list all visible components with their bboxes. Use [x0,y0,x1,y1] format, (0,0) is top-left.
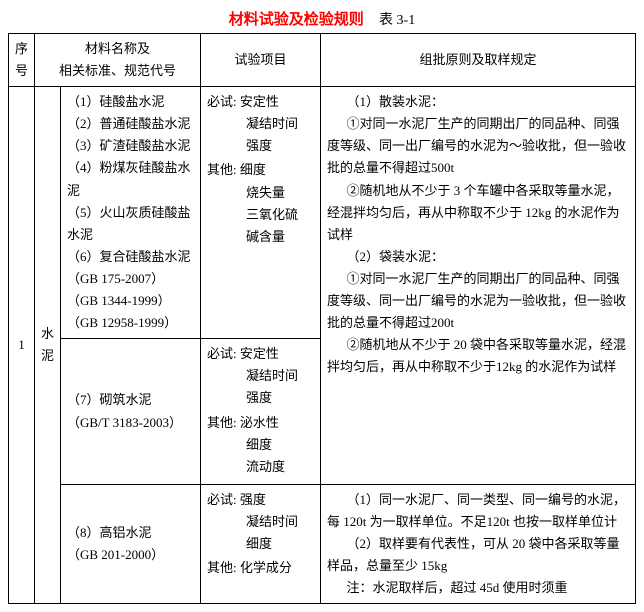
header-seq: 序号 [9,34,35,87]
test-cell: 必试: 强度 凝结时间 细度 其他: 化学成分 [201,484,321,603]
test-cell: 必试: 安定性 凝结时间 强度 其他: 泌水性 细度 流动度 [201,339,321,485]
header-test: 试验项目 [201,34,321,87]
title-sub: 表 3-1 [379,13,415,28]
header-row: 序号 材料名称及 相关标准、规范代号 试验项目 组批原则及取样规定 [9,34,636,87]
header-material: 材料名称及 相关标准、规范代号 [35,34,201,87]
test-other-first: 细度 [240,162,266,177]
rule-para: ①对同一水泥厂生产的同期出厂的同品种、同强度等级、同一出厂编号的水泥为～验收批，… [327,113,629,179]
rules-table: 序号 材料名称及 相关标准、规范代号 试验项目 组批原则及取样规定 1 水泥 （… [8,33,636,604]
category-cell: 水泥 [35,87,61,604]
test-cell: 必试: 安定性 凝结时间 强度 其他: 细度 烧失量 三氧化硫 碱含量 [201,87,321,339]
rule-para: ②随机地从不少于 20 袋中各采取等量水泥，经混拌均匀后，再从中称取不少于12k… [327,334,629,378]
test-must-label: 必试: [207,346,237,361]
test-must-rest: 凝结时间 细度 [207,511,314,555]
rule-para: ②随机地从不少于 3 个车罐中各采取等量水泥，经混拌均匀后，再从中称取不少于 1… [327,180,629,246]
test-must-label: 必试: [207,94,237,109]
table-row: （8）高铝水泥 （GB 201-2000） 必试: 强度 凝结时间 细度 其他:… [9,484,636,603]
test-other-rest: 烧失量 三氧化硫 碱含量 [207,182,314,248]
rule-heading: （1）散装水泥： [327,91,629,113]
material-cell: （7）砌筑水泥 （GB/T 3183-2003） [61,339,201,485]
title-main: 材料试验及检验规则 [229,12,364,28]
rule-cell: （1）散装水泥： ①对同一水泥厂生产的同期出厂的同品种、同强度等级、同一出厂编号… [321,87,636,485]
test-other-first: 化学成分 [240,560,292,575]
test-other-label: 其他: [207,415,237,430]
test-other-first: 泌水性 [240,415,279,430]
material-cell: （1）硅酸盐水泥 （2）普通硅酸盐水泥 （3）矿渣硅酸盐水泥 （4）粉煤灰硅酸盐… [61,87,201,339]
rule-para: （1）同一水泥厂、同一类型、同一编号的水泥，每 120t 为一取样单位。不足12… [327,489,629,533]
test-must-first: 安定性 [240,94,279,109]
rule-para: （2）取样要有代表性，可从 20 袋中各采取等量样品，总量至少 15kg [327,533,629,577]
test-other-label: 其他: [207,162,237,177]
table-title: 材料试验及检验规则 表 3-1 [8,8,636,29]
test-must-rest: 凝结时间 强度 [207,365,314,409]
rule-para: ①对同一水泥厂生产的同期出厂的同品种、同强度等级、同一出厂编号的水泥为一验收批，… [327,268,629,334]
rule-heading: （2）袋装水泥： [327,246,629,268]
rule-note: 注：水泥取样后，超过 45d 使用时须重 [327,577,629,599]
test-other-label: 其他: [207,560,237,575]
test-other-rest: 细度 流动度 [207,434,314,478]
seq-cell: 1 [9,87,35,604]
test-must-first: 强度 [240,492,266,507]
table-row: 1 水泥 （1）硅酸盐水泥 （2）普通硅酸盐水泥 （3）矿渣硅酸盐水泥 （4）粉… [9,87,636,339]
test-must-first: 安定性 [240,346,279,361]
test-must-label: 必试: [207,492,237,507]
rule-cell: （1）同一水泥厂、同一类型、同一编号的水泥，每 120t 为一取样单位。不足12… [321,484,636,603]
header-rule: 组批原则及取样规定 [321,34,636,87]
material-cell: （8）高铝水泥 （GB 201-2000） [61,484,201,603]
test-must-rest: 凝结时间 强度 [207,113,314,157]
